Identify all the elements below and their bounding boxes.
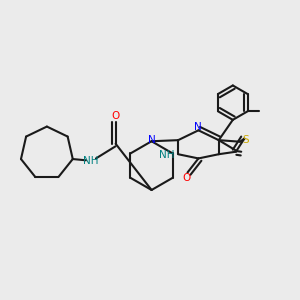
Text: N: N — [194, 122, 202, 132]
Text: S: S — [242, 135, 249, 145]
Text: O: O — [182, 173, 190, 183]
Text: O: O — [112, 111, 120, 121]
Text: N: N — [148, 135, 155, 145]
Text: NH: NH — [160, 150, 175, 160]
Text: NH: NH — [83, 156, 98, 166]
